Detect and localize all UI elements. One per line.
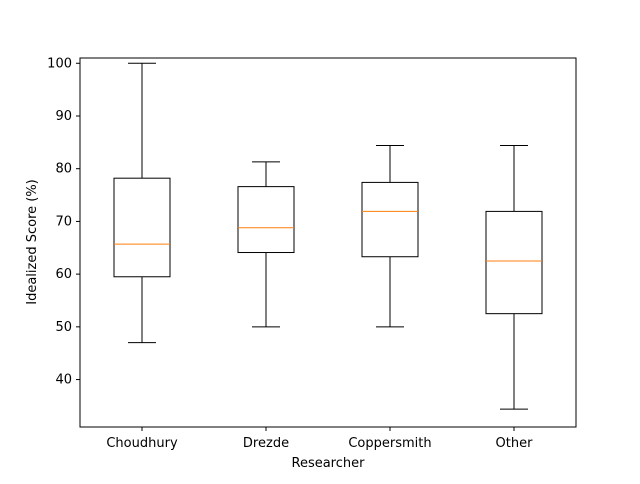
y-tick-label: 70: [55, 214, 72, 229]
y-tick-label: 100: [47, 56, 72, 71]
iqr-box: [361, 181, 419, 258]
y-tick-label: 90: [55, 109, 72, 124]
iqr-box: [113, 177, 171, 278]
x-tick-label: Drezde: [243, 436, 289, 451]
y-tick-label: 60: [55, 267, 72, 282]
y-axis-label: Idealized Score (%): [25, 179, 40, 305]
x-tick-label: Choudhury: [106, 436, 178, 451]
y-tick-label: 40: [55, 373, 72, 388]
plot-layer: 40 50 60 70 80 90 100 Choudhury Drezde Coppersmit…: [47, 56, 543, 451]
y-tick-label: 50: [55, 320, 72, 335]
x-tick-label: Coppersmith: [348, 436, 431, 451]
iqr-box: [237, 186, 295, 254]
x-tick-label: Other: [496, 436, 534, 451]
x-axis-label: Researcher: [292, 456, 366, 471]
axes-frame: [79, 57, 577, 428]
y-tick-label: 80: [55, 162, 72, 177]
iqr-box: [485, 210, 543, 315]
